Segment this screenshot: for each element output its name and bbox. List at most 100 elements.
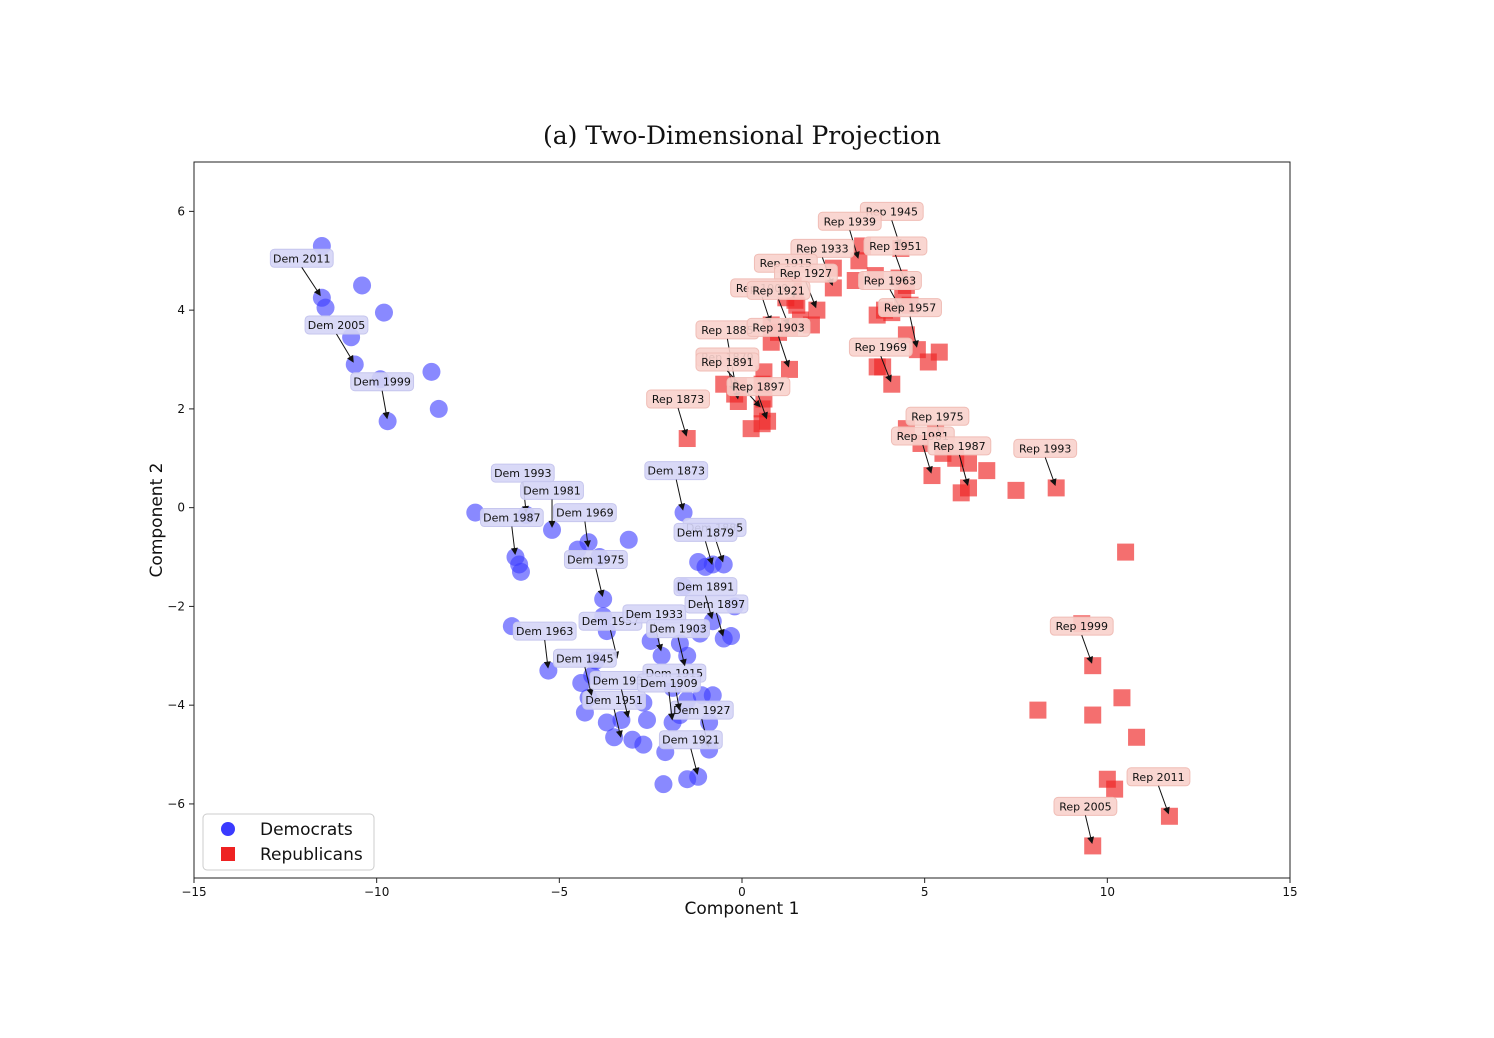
annotation-label: Dem 1873 (648, 465, 705, 478)
annotation-label: Dem 1903 (649, 623, 706, 636)
y-tick-label: 2 (177, 402, 185, 416)
annotation-arrowhead (692, 767, 700, 775)
annotation-arrowhead (543, 661, 551, 669)
annotation-arrowhead (1086, 656, 1093, 664)
annotation-label: Rep 1969 (855, 341, 907, 354)
annotation-arrow (584, 667, 591, 691)
annotation-label: Dem 1879 (677, 526, 734, 539)
annotation-arrow (620, 689, 628, 713)
democrat-point (703, 686, 722, 705)
annotation: Dem 1927 (669, 700, 734, 748)
annotation-arrow (704, 595, 712, 614)
annotation: Dem 1921 (658, 730, 723, 775)
y-tick-label: 0 (177, 501, 185, 515)
annotation-label: Rep 2011 (1132, 771, 1184, 784)
annotation-arrow (704, 541, 712, 560)
annotation: Rep 2005 (1053, 796, 1118, 844)
chart-title: (a) Two-Dimensional Projection (542, 121, 942, 150)
annotation: Dem 2011 (269, 248, 334, 297)
republican-point (1128, 728, 1146, 746)
annotation-arrow (336, 333, 352, 358)
annotation: Rep 1957 (878, 298, 942, 348)
republican-point (780, 360, 798, 378)
annotation-label: Rep 1933 (796, 242, 848, 255)
annotation-label: Rep 1963 (864, 275, 916, 288)
annotation: Dem 1945 (553, 648, 617, 696)
republican-point (1084, 657, 1102, 675)
annotation-box (304, 315, 369, 335)
republican-point (1084, 837, 1102, 855)
annotation: Rep 1897 (726, 377, 791, 420)
annotation-label: Rep 1993 (1019, 442, 1071, 455)
annotation-label: Dem 1891 (677, 581, 734, 594)
annotation-label: Rep 1903 (752, 321, 804, 334)
annotation-label: Dem 2005 (308, 319, 365, 332)
republican-point (960, 454, 978, 472)
annotation-arrowhead (597, 589, 605, 598)
x-tick-label: 0 (738, 885, 746, 899)
democrat-point (374, 303, 393, 322)
annotation-label: Dem 2011 (273, 252, 330, 265)
annotation-arrowhead (1163, 806, 1170, 815)
democrat-point (511, 562, 530, 581)
annotation-label: Dem 1933 (626, 608, 683, 621)
democrat-point (722, 627, 741, 646)
annotation-arrow (1081, 634, 1091, 659)
annotation: Dem 1951 (582, 690, 647, 738)
annotation-arrowhead (1049, 478, 1057, 487)
annotation: Dem 1975 (563, 550, 628, 598)
annotation-arrowhead (962, 478, 970, 486)
annotation-label: Rep 1897 (732, 381, 784, 394)
x-tick-label: −5 (550, 885, 568, 899)
annotation: Rep 1873 (646, 389, 710, 437)
annotation-arrow (301, 267, 318, 292)
annotation-label: Dem 1975 (567, 554, 624, 567)
annotation: Rep 1903 (746, 317, 811, 368)
legend-democrats-label: Democrats (260, 820, 353, 840)
x-tick-label: −10 (364, 885, 389, 899)
annotation-arrow (675, 479, 683, 505)
annotation-arrowhead (717, 628, 725, 637)
x-tick-label: 10 (1100, 885, 1115, 899)
annotation-label: Dem 1993 (494, 467, 551, 480)
annotation-label: Rep 1975 (911, 410, 963, 423)
republican-point (1047, 479, 1065, 497)
annotation-arrowhead (623, 710, 631, 719)
annotation: Dem 1963 (512, 621, 577, 669)
annotation-label: Dem 1963 (516, 625, 573, 638)
annotation-label: Rep 1891 (701, 356, 753, 369)
annotation: Rep 1939 (817, 211, 882, 259)
annotation-arrowhead (674, 703, 682, 711)
democrat-point (612, 710, 631, 729)
republican-point (883, 375, 901, 393)
democrat-point (466, 503, 485, 522)
republican-point (919, 353, 937, 371)
democrat-point (674, 503, 693, 522)
republican-point (850, 252, 868, 270)
annotation-arrowhead (1087, 836, 1095, 844)
republican-point (1117, 543, 1135, 561)
annotation: Rep 1921 (746, 280, 811, 326)
annotation-arrow (1084, 815, 1092, 839)
annotation-arrowhead (911, 340, 919, 348)
annotation: Rep 1975 (905, 406, 970, 452)
y-tick-label: −4 (167, 698, 185, 712)
annotation-label: Rep 2005 (1059, 800, 1111, 813)
annotation-arrow (584, 521, 589, 542)
annotation-label: Dem 1981 (523, 484, 580, 497)
annotation-arrow (958, 454, 967, 481)
annotation: Dem 1903 (646, 619, 710, 667)
x-tick-label: −15 (181, 885, 206, 899)
annotation-label: Rep 1951 (869, 240, 921, 253)
annotation: Dem 1987 (479, 508, 544, 556)
annotation: Rep 1951 (863, 236, 928, 284)
annotation: Rep 1999 (1049, 616, 1114, 664)
annotation-arrow (778, 336, 788, 362)
democrat-point (378, 412, 397, 431)
democrat-point (543, 520, 562, 539)
legend-republicans-marker (221, 847, 235, 861)
annotation-arrowhead (885, 374, 892, 383)
legend-democrats-marker (221, 822, 235, 836)
annotation-arrowhead (706, 611, 714, 620)
republican-point (923, 467, 941, 485)
